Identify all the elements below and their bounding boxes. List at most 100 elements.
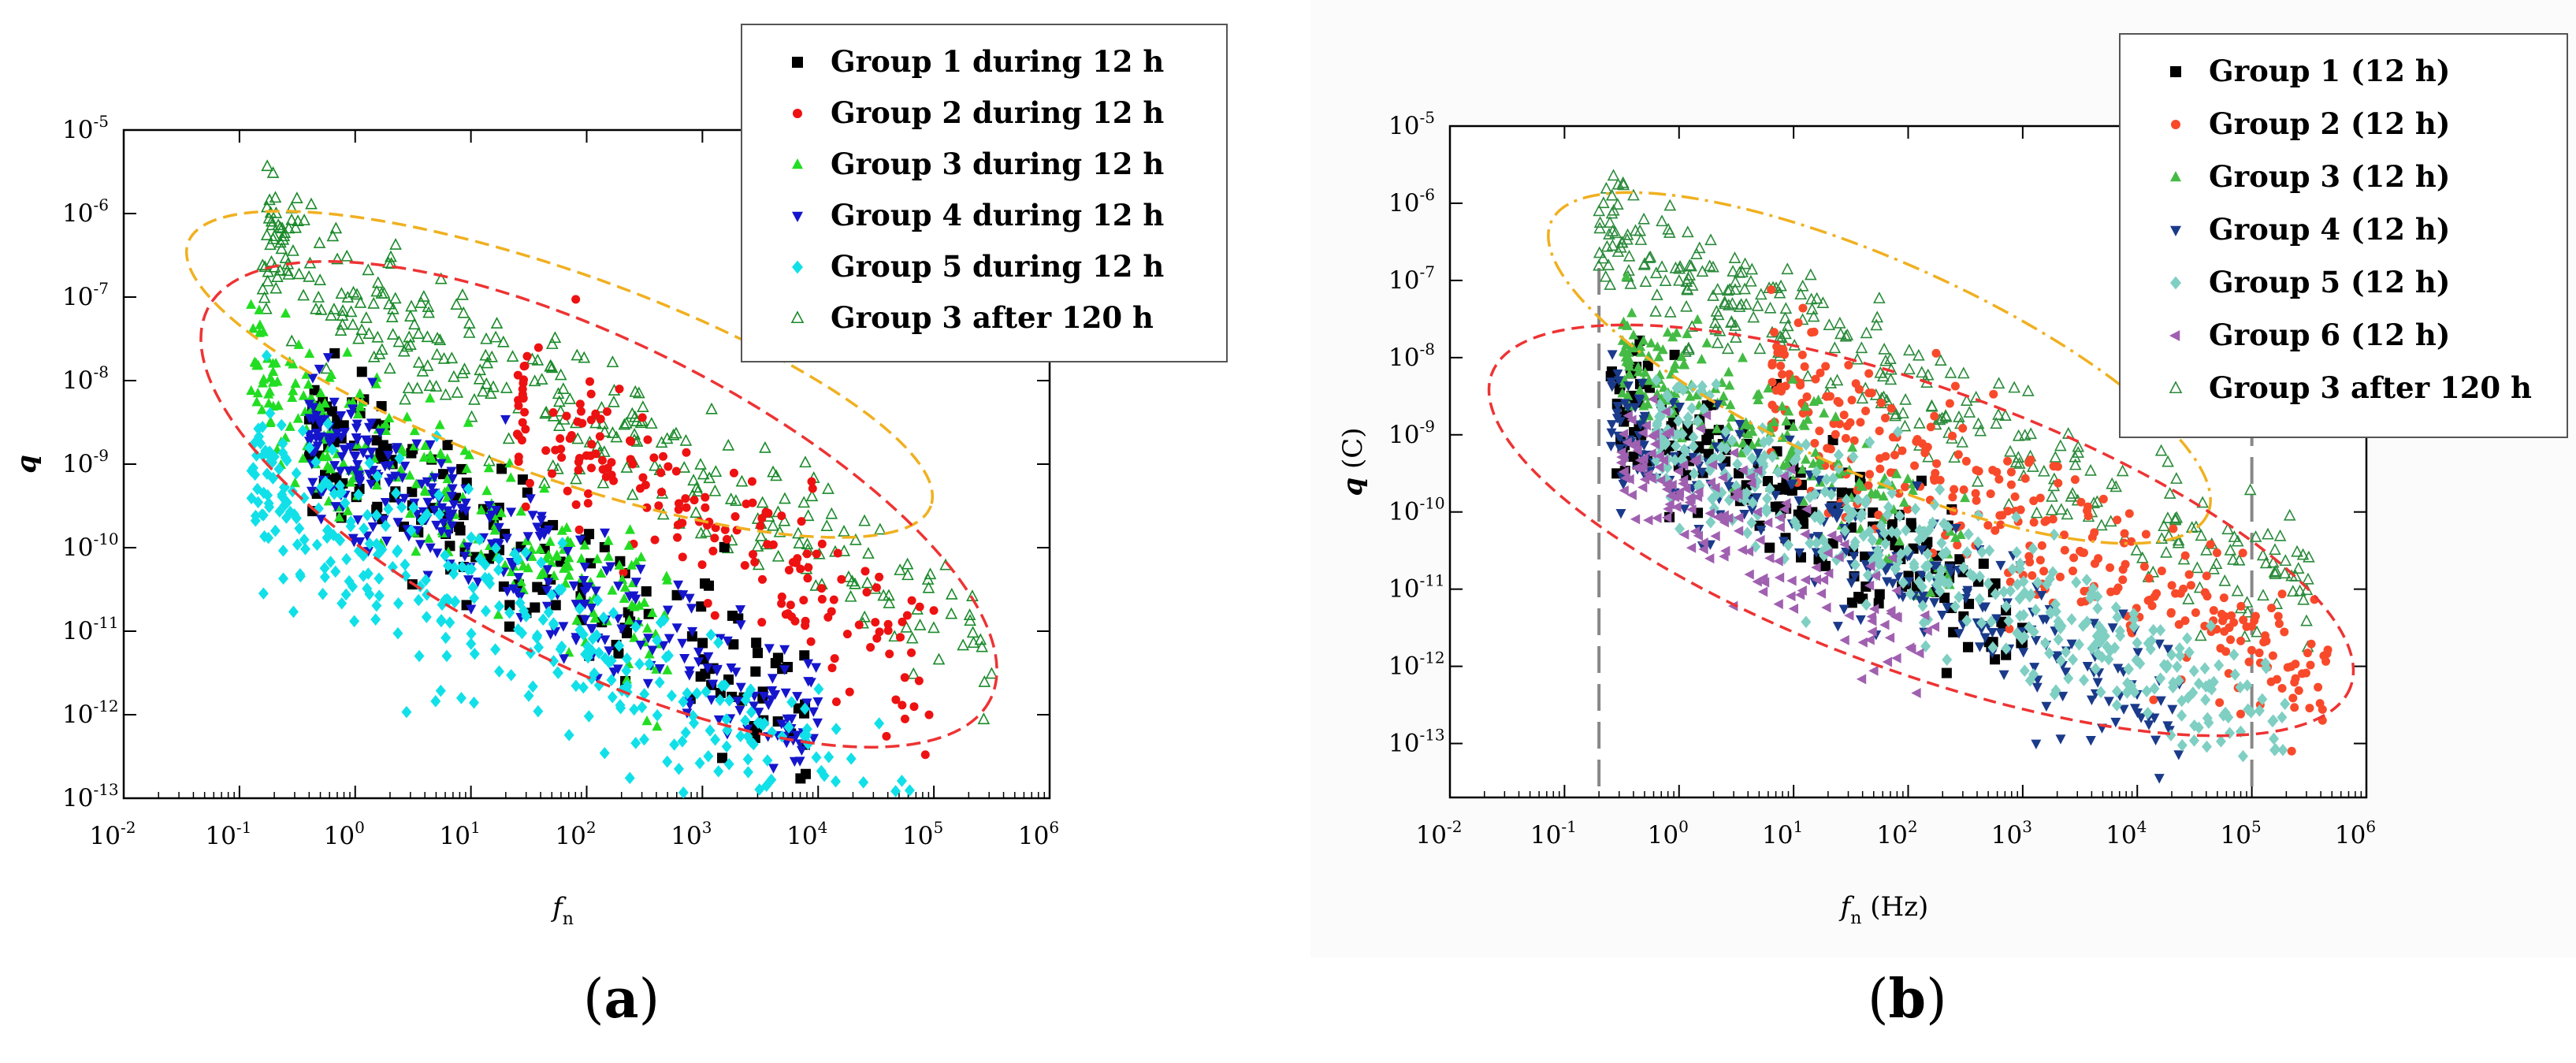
data-point [845, 687, 854, 697]
legend-item: Group 3 after 120 h [2121, 364, 2567, 411]
data-point [1744, 569, 1754, 580]
data-point [457, 560, 468, 574]
data-point [1779, 311, 1792, 324]
data-point [1807, 310, 1820, 322]
data-point [500, 381, 513, 393]
data-point [1704, 553, 1715, 564]
data-point [1686, 278, 1699, 291]
data-point [797, 496, 811, 508]
data-point [770, 689, 781, 701]
data-point [2180, 616, 2190, 626]
data-point [713, 636, 724, 649]
data-point [2024, 621, 2035, 634]
data-point [630, 737, 641, 749]
data-point [1753, 465, 1763, 476]
data-point [277, 490, 288, 504]
data-point [1819, 407, 1830, 418]
data-point [2053, 615, 2064, 628]
data-point [263, 388, 274, 399]
data-point [805, 678, 816, 688]
data-point [1958, 561, 1969, 574]
data-point [2014, 562, 2025, 575]
data-point [493, 540, 504, 550]
data-point [251, 396, 262, 407]
data-point [370, 378, 381, 388]
data-point [2076, 497, 2086, 507]
data-point [1950, 485, 1959, 494]
data-point [842, 630, 852, 639]
data-point [2294, 686, 2303, 695]
data-point [806, 637, 816, 646]
data-point [2024, 674, 2035, 687]
data-point [799, 596, 808, 605]
data-point [624, 771, 635, 785]
data-point [2110, 601, 2121, 614]
data-point [1798, 418, 1809, 429]
data-point [1841, 493, 1852, 507]
data-point [1855, 341, 1868, 354]
data-point [2055, 572, 2065, 582]
data-point [358, 448, 369, 459]
data-point [2068, 653, 2079, 666]
data-point [722, 636, 733, 647]
data-point [831, 697, 841, 707]
data-point [316, 515, 327, 525]
data-point [797, 517, 806, 526]
data-point [1790, 515, 1801, 528]
data-point [690, 496, 699, 505]
data-point [1974, 642, 1985, 652]
data-point [1752, 507, 1762, 518]
data-point [1976, 624, 1987, 635]
data-point [435, 684, 446, 697]
data-point [586, 603, 597, 614]
data-point [656, 468, 666, 478]
data-point [585, 377, 595, 386]
data-point [552, 462, 564, 474]
data-point [1986, 489, 1995, 499]
data-point [287, 392, 298, 403]
legend-marker [2170, 276, 2181, 290]
data-point [2160, 545, 2173, 558]
data-point [2318, 704, 2327, 714]
data-point [502, 586, 513, 597]
data-point [673, 520, 682, 530]
data-point [901, 557, 914, 570]
data-point [2176, 589, 2185, 598]
data-point [1929, 621, 1940, 632]
data-point [1864, 481, 1873, 490]
data-point [1813, 509, 1824, 522]
data-point [690, 481, 704, 493]
data-point [1768, 416, 1779, 426]
data-point [1801, 615, 1812, 629]
data-point [2246, 706, 2257, 719]
data-point [915, 602, 924, 611]
data-point [1833, 456, 1844, 466]
data-point [2141, 685, 2152, 698]
data-point [2001, 600, 2012, 613]
data-point [441, 649, 452, 663]
data-point [1697, 380, 1708, 392]
data-point [2240, 596, 2254, 608]
data-point [331, 252, 344, 265]
data-point [786, 696, 797, 708]
data-point [427, 489, 438, 500]
data-point [829, 595, 838, 604]
data-point [2227, 611, 2236, 620]
data-point [762, 754, 773, 767]
x-tick-label: 105 [902, 818, 943, 850]
data-point [595, 432, 604, 441]
data-point [266, 232, 280, 244]
data-point [1798, 303, 1808, 313]
data-point [377, 286, 391, 299]
data-point [1639, 474, 1650, 485]
data-point [678, 590, 689, 600]
data-point [2055, 654, 2066, 667]
data-point [1685, 259, 1697, 272]
data-point [1969, 390, 1983, 403]
data-point [1606, 225, 1619, 236]
data-point [297, 424, 308, 437]
data-point [2236, 601, 2246, 611]
data-point [2273, 611, 2283, 621]
data-point [1698, 544, 1708, 555]
data-point [1833, 396, 1842, 406]
